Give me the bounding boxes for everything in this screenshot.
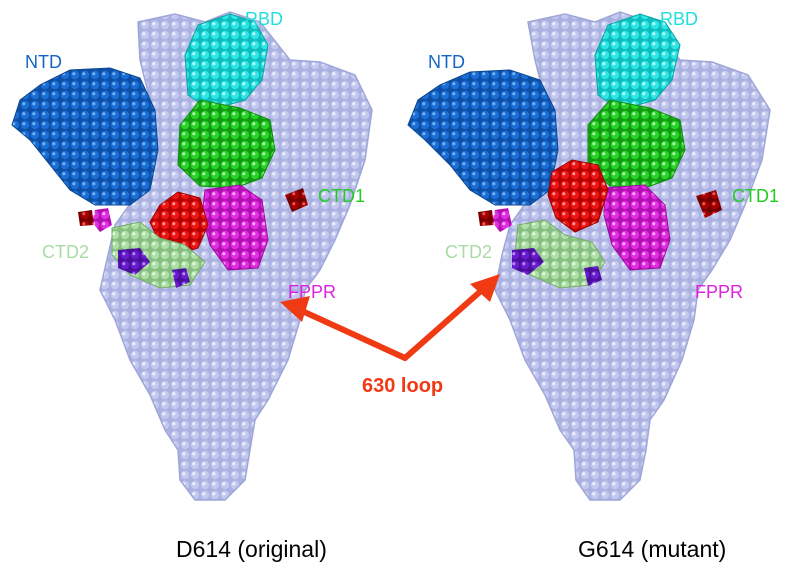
fppr-region — [492, 184, 671, 271]
ctd1-label: CTD1 — [732, 186, 779, 206]
structure-g614: NTD RBD CTD1 CTD2 FPPR G614 (mutant) — [407, 9, 779, 562]
structure-d614: NTD RBD CTD1 CTD2 FPPR D614 (original) — [11, 9, 373, 562]
ctd1-label: CTD1 — [318, 186, 365, 206]
rbd-label: RBD — [660, 9, 698, 29]
ctd2-label: CTD2 — [445, 242, 492, 262]
fppr-label: FPPR — [288, 282, 336, 302]
ctd1-domain — [177, 99, 276, 189]
arrow-left-head — [280, 296, 310, 322]
dark-red-segment — [78, 188, 308, 226]
arrow-right-head — [470, 274, 500, 302]
ntd-domain — [11, 67, 159, 206]
ntd-label: NTD — [25, 52, 62, 72]
loop-630-annotation: 630 loop — [280, 274, 500, 397]
arrow-right-line — [402, 287, 485, 361]
ntd-domain — [407, 69, 559, 206]
caption-d614: D614 (original) — [176, 536, 327, 562]
caption-g614: G614 (mutant) — [578, 536, 726, 562]
rbd-label: RBD — [245, 9, 283, 29]
violet-segment — [512, 248, 602, 286]
loop-630-label: 630 loop — [362, 375, 443, 397]
arrow-left-line — [297, 307, 408, 361]
dark-red-segment — [478, 190, 722, 226]
ctd2-label: CTD2 — [42, 242, 89, 262]
violet-segment — [118, 248, 190, 288]
ntd-label: NTD — [428, 52, 465, 72]
fppr-label: FPPR — [695, 282, 743, 302]
loop-630-region — [547, 159, 609, 233]
